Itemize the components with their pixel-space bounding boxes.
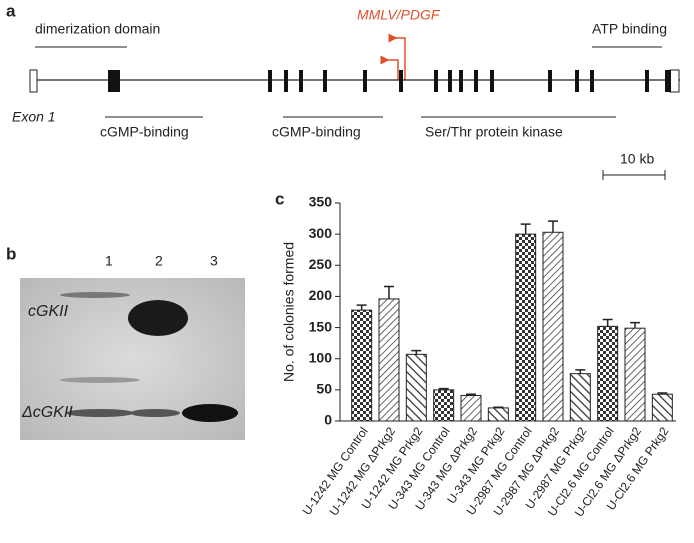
error-bar: [356, 304, 367, 311]
blot-band: [128, 300, 188, 336]
blot-band: [182, 404, 238, 422]
exon: [474, 70, 478, 92]
error-bar: [602, 318, 613, 327]
exon: [284, 70, 288, 92]
bar: [569, 373, 591, 422]
exon: [323, 70, 327, 92]
y-tick-label: 300: [309, 225, 333, 241]
exon: [363, 70, 367, 92]
error-bar: [548, 220, 558, 233]
bar: [651, 393, 673, 422]
y-axis-title: No. of colonies formed: [281, 242, 297, 382]
band-label: cGKII: [28, 303, 69, 320]
exon: [268, 70, 272, 92]
insertion-label: MMLV/PDGF: [357, 7, 441, 23]
exon: [459, 70, 463, 92]
y-tick-label: 200: [309, 287, 333, 303]
error-bar: [466, 393, 476, 396]
exon: [448, 70, 452, 92]
exon-label: Exon 1: [12, 109, 56, 125]
bar: [487, 407, 509, 422]
bar: [405, 353, 427, 422]
error-bar: [493, 406, 504, 409]
exon: [299, 70, 303, 92]
error-bar: [657, 392, 668, 395]
bar: [351, 309, 373, 422]
error-bar: [630, 321, 640, 329]
bar: [597, 325, 619, 422]
exon: [645, 70, 649, 92]
exon: [665, 70, 671, 92]
y-tick-label: 50: [316, 381, 332, 397]
y-tick-label: 0: [324, 412, 332, 428]
exon: [548, 70, 552, 92]
error-bar: [411, 349, 422, 355]
error-bar: [438, 387, 449, 390]
exon: [575, 70, 579, 92]
exon: [669, 69, 680, 93]
y-tick-label: 350: [309, 194, 333, 210]
bar: [515, 233, 537, 422]
bar: [624, 327, 646, 422]
insertion-arrow: [388, 33, 406, 80]
exons: [29, 69, 680, 93]
domain-label: ATP binding: [592, 21, 667, 37]
band-label: ΔcGKII: [21, 404, 73, 421]
panel-label: a: [6, 1, 16, 20]
exon: [29, 69, 38, 93]
blot-band: [60, 377, 140, 383]
error-bar: [575, 369, 586, 374]
exon: [490, 70, 494, 92]
bar: [433, 389, 455, 422]
y-tick-label: 100: [309, 349, 333, 365]
scale-label: 10 kb: [620, 151, 654, 167]
error-bar: [520, 223, 531, 235]
blot-band: [60, 292, 130, 298]
error-bar: [384, 285, 394, 299]
bar: [460, 394, 482, 422]
lane-label: 2: [155, 253, 163, 269]
blot-band: [130, 409, 180, 417]
bar: [542, 231, 564, 422]
exon: [108, 70, 120, 92]
exon: [434, 70, 438, 92]
domain-label: Ser/Thr protein kinase: [425, 124, 563, 140]
exon: [399, 70, 403, 92]
y-tick-label: 150: [309, 318, 333, 334]
bar: [378, 298, 400, 422]
insertion-arrow: [380, 55, 399, 80]
lane-label: 1: [105, 253, 113, 269]
blot-band: [66, 409, 134, 417]
y-tick-label: 250: [309, 256, 333, 272]
panel-label: b: [6, 244, 16, 263]
exon: [590, 70, 594, 92]
domain-label: cGMP-binding: [272, 124, 361, 140]
panel-label: c: [275, 189, 284, 208]
domain-label: dimerization domain: [35, 21, 160, 37]
domain-label: cGMP-binding: [100, 124, 189, 140]
lane-label: 3: [210, 253, 218, 269]
